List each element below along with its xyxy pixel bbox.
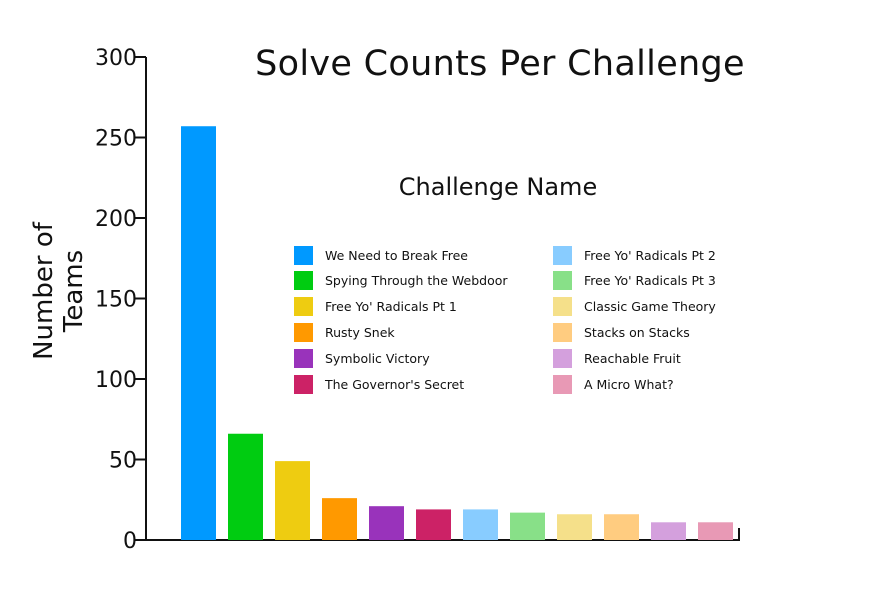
bar <box>369 506 404 540</box>
legend-label: We Need to Break Free <box>325 247 468 263</box>
bar <box>322 498 357 540</box>
y-tick-label: 0 <box>123 529 137 554</box>
legend-swatch <box>294 271 313 291</box>
bar <box>698 522 733 540</box>
legend-item: Classic Game Theory <box>553 297 716 317</box>
legend-item: Free Yo' Radicals Pt 3 <box>553 271 716 291</box>
legend-swatch <box>294 297 313 317</box>
bar <box>510 512 545 540</box>
legend-label: Free Yo' Radicals Pt 3 <box>584 273 716 289</box>
y-tick-label: 50 <box>109 449 137 474</box>
y-tick-label: 100 <box>95 368 137 393</box>
y-tick-label: 300 <box>95 46 137 71</box>
bar <box>651 522 686 540</box>
legend-label: Spying Through the Webdoor <box>325 273 508 289</box>
legend-title: Challenge Name <box>398 173 598 201</box>
legend-label: Classic Game Theory <box>584 299 716 315</box>
legend-item: The Governor's Secret <box>294 374 464 394</box>
bar <box>557 514 592 540</box>
legend-swatch <box>553 245 572 265</box>
legend-label: Free Yo' Radicals Pt 2 <box>584 247 716 263</box>
bar <box>604 514 639 540</box>
legend-swatch <box>294 245 313 265</box>
legend-label: The Governor's Secret <box>325 376 465 392</box>
legend-swatch <box>294 322 313 342</box>
y-tick-label: 150 <box>95 288 137 313</box>
legend-label: Reachable Fruit <box>584 350 681 366</box>
legend-swatch <box>553 348 572 368</box>
legend-swatch <box>553 374 572 394</box>
bar <box>416 509 451 540</box>
legend-swatch <box>553 322 572 342</box>
legend-item: Free Yo' Radicals Pt 1 <box>294 297 457 317</box>
legend-label: Stacks on Stacks <box>584 324 690 340</box>
legend-label: Free Yo' Radicals Pt 1 <box>325 299 457 315</box>
legend-swatch <box>294 348 313 368</box>
bar <box>275 461 310 540</box>
legend-label: A Micro What? <box>584 376 674 392</box>
legend-swatch <box>294 374 313 394</box>
legend-item: Symbolic Victory <box>294 348 430 368</box>
y-tick-label: 250 <box>95 127 137 152</box>
legend-item: We Need to Break Free <box>294 245 468 265</box>
chart-title: Solve Counts Per Challenge <box>255 44 745 84</box>
y-tick-label: 200 <box>95 207 137 232</box>
bar <box>228 433 263 540</box>
bar <box>463 509 498 540</box>
legend-item: Spying Through the Webdoor <box>294 271 508 291</box>
legend-swatch <box>553 297 572 317</box>
legend-label: Symbolic Victory <box>325 350 430 366</box>
legend-item: A Micro What? <box>553 374 674 394</box>
legend-item: Free Yo' Radicals Pt 2 <box>553 245 716 265</box>
legend-label: Rusty Snek <box>325 324 395 340</box>
legend-item: Rusty Snek <box>294 322 395 342</box>
legend-item: Reachable Fruit <box>553 348 681 368</box>
legend-item: Stacks on Stacks <box>553 322 690 342</box>
bar <box>181 126 216 540</box>
legend-swatch <box>553 271 572 291</box>
